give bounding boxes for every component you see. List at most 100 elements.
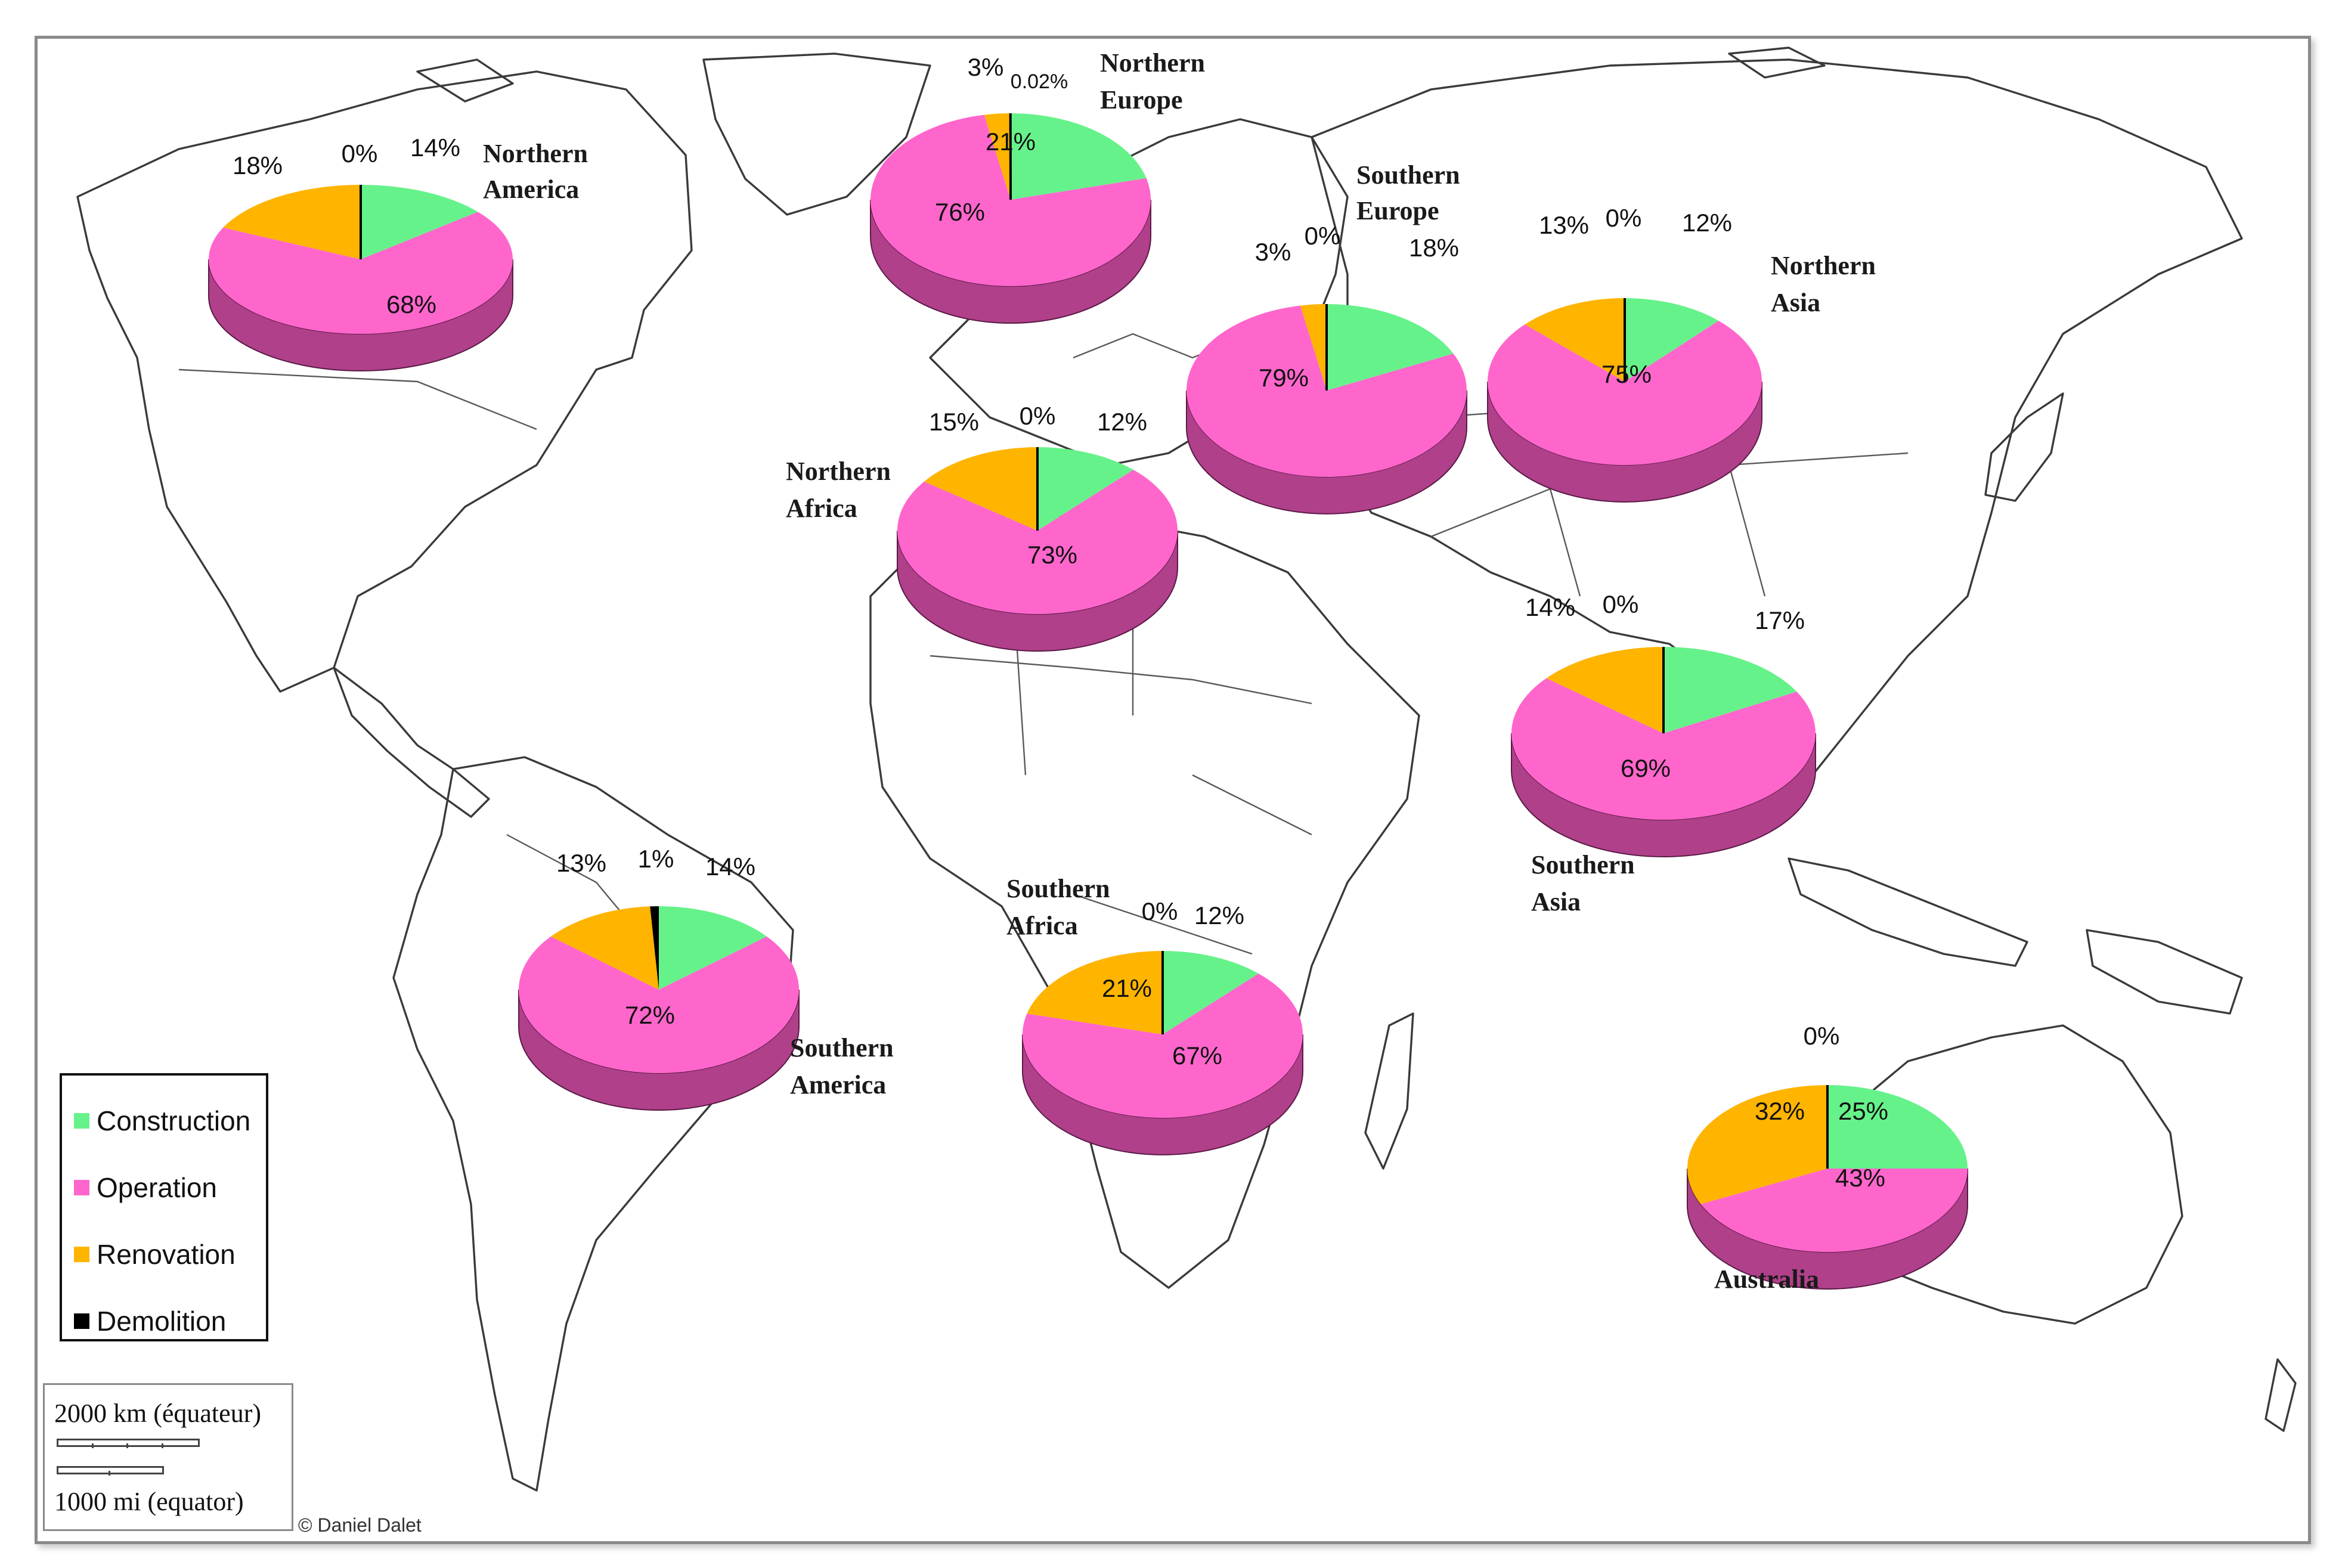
pie-percent-label: 13% <box>1539 211 1589 239</box>
region-label: Southern Asia <box>1531 850 1635 916</box>
region-label: Southern Europe <box>1356 160 1460 225</box>
pie-percent-label: 0% <box>1142 897 1178 925</box>
pie-percent-label: 12% <box>1097 408 1147 436</box>
legend-label: Construction <box>97 1105 251 1136</box>
region-label: Northern Asia <box>1771 251 1876 317</box>
region-label: Australia <box>1714 1265 1819 1294</box>
pie-percent-label: 0% <box>342 140 378 168</box>
region-label: Southern Africa <box>1006 874 1110 940</box>
legend-item: Demolition <box>74 1288 266 1355</box>
pie-percent-label: 3% <box>968 53 1004 81</box>
greenland-coast <box>702 52 931 216</box>
pie-percent-label: 14% <box>410 134 460 162</box>
region-label: Southern America <box>790 1033 894 1099</box>
legend-label: Operation <box>97 1172 218 1203</box>
madagascar-coast <box>1364 1012 1414 1170</box>
pie-percent-label: 1% <box>638 845 674 873</box>
pie-percent-label: 21% <box>1102 974 1152 1002</box>
north-america-coast <box>76 70 693 693</box>
pie-percent-label: 75% <box>1601 360 1652 388</box>
pie-percent-label: 14% <box>705 853 755 881</box>
pie-percent-label: 25% <box>1838 1097 1888 1125</box>
pie-percent-label: 76% <box>935 198 985 226</box>
legend-item: Renovation <box>74 1221 266 1288</box>
legend-label: Demolition <box>97 1306 227 1337</box>
pie-slice-renovation <box>1027 951 1163 1034</box>
pie-slice-construction <box>1327 304 1454 391</box>
pie-percent-label: 67% <box>1172 1042 1222 1070</box>
pie-slice-construction <box>1663 647 1797 733</box>
scale-mi-label: 1000 mi (equator) <box>54 1487 244 1516</box>
pie-slice-operation <box>1511 678 1816 820</box>
pie-slice-operation <box>518 936 799 1073</box>
pie-slice-construction <box>1827 1085 1968 1169</box>
pie-slice-renovation <box>1546 647 1663 733</box>
pie-chart <box>870 113 1151 324</box>
pie-percent-label: 68% <box>386 290 436 318</box>
pie-slice-renovation <box>1687 1085 1827 1204</box>
legend-swatch <box>74 1247 89 1262</box>
asia-coast <box>1311 58 2243 776</box>
pie-slice-operation <box>897 469 1178 614</box>
pie-slice-construction <box>361 185 478 259</box>
pie-slice-renovation <box>984 113 1011 200</box>
pie-percent-label: 14% <box>1525 593 1575 621</box>
credit: © Daniel Dalet <box>298 1514 422 1536</box>
legend-swatch <box>74 1113 89 1129</box>
scale-mi-bar <box>57 1466 164 1476</box>
pie-slice-renovation <box>550 906 659 990</box>
pie-percent-label: 18% <box>233 151 283 179</box>
legend-label: Renovation <box>97 1239 236 1270</box>
pie-slice-construction <box>1625 298 1719 382</box>
pie-percent-label: 0.02% <box>1011 70 1068 93</box>
pie-slice-demolition <box>650 906 659 990</box>
pie-chart <box>518 906 800 1111</box>
pie-slice-construction <box>1011 113 1147 200</box>
legend-swatch <box>74 1313 89 1329</box>
pie-percent-label: 12% <box>1194 901 1244 929</box>
pie-slice-operation <box>209 212 513 334</box>
new-guinea-coast <box>2086 929 2243 1015</box>
pie-percent-label: 69% <box>1621 754 1671 782</box>
pie-slice-construction <box>1037 447 1133 531</box>
pie-percent-label: 3% <box>1255 238 1291 266</box>
legend-item: Operation <box>74 1154 266 1221</box>
pie-slice-construction <box>1163 951 1259 1034</box>
pie-percent-label: 0% <box>1804 1022 1840 1050</box>
japan-coast <box>1984 392 2064 502</box>
pie-slice-operation <box>1186 305 1467 477</box>
legend-item: Construction <box>74 1087 266 1154</box>
pie-percent-label: 21% <box>986 128 1036 156</box>
pie-chart <box>208 185 513 371</box>
pie-percent-label: 79% <box>1259 364 1309 392</box>
south-america-coast <box>392 756 794 1492</box>
scale-box: 2000 km (équateur) 1000 mi (equator) <box>43 1383 293 1531</box>
pie-charts <box>208 113 1968 1290</box>
pie-percent-label: 17% <box>1755 606 1805 634</box>
pie-slice-operation <box>1488 320 1762 465</box>
pie-chart <box>1022 951 1303 1155</box>
region-label: Northern America <box>483 139 588 204</box>
new-zealand-coast <box>2264 1358 2297 1432</box>
legend-swatch <box>74 1180 89 1195</box>
pie-slice-renovation <box>1300 304 1327 391</box>
pie-percent-label: 0% <box>1020 402 1056 430</box>
central-america-coast <box>333 667 490 818</box>
pie-percent-label: 12% <box>1682 209 1732 237</box>
region-label: Northern Africa <box>786 457 891 523</box>
pie-slice-renovation <box>223 185 361 259</box>
pie-chart <box>1511 647 1816 857</box>
pie-slice-renovation <box>924 447 1037 531</box>
scale-km-label: 2000 km (équateur) <box>54 1399 261 1428</box>
pie-percent-label: 15% <box>929 408 979 436</box>
pie-chart <box>897 447 1178 652</box>
pie-chart <box>1487 298 1762 503</box>
pie-percent-label: 0% <box>1305 222 1341 250</box>
pie-percent-label: 72% <box>625 1001 675 1029</box>
pie-percent-label: 0% <box>1606 204 1642 232</box>
pie-slice-renovation <box>1525 298 1625 382</box>
pie-chart <box>1687 1085 1968 1290</box>
pie-percent-label: 73% <box>1027 541 1077 569</box>
region-label: Northern Europe <box>1100 48 1205 114</box>
